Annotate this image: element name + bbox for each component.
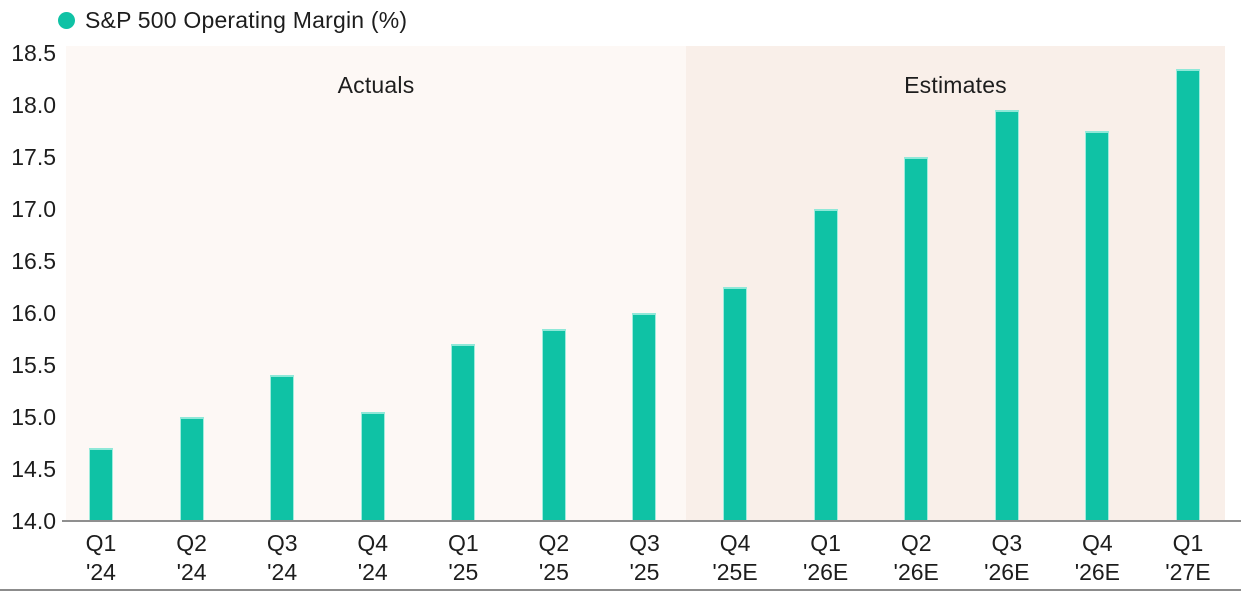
y-axis-label: 14.0 — [11, 508, 56, 534]
x-axis-label-line: Q4 — [719, 530, 751, 556]
bar-q3--25 — [632, 313, 657, 521]
legend-label: S&P 500 Operating Margin (%) — [85, 7, 408, 33]
bar-q2--26e — [904, 157, 929, 521]
x-axis-label-line: '25 — [538, 559, 569, 585]
x-axis-label-line: Q4 — [1082, 530, 1113, 556]
bar-q2--25 — [541, 328, 566, 521]
y-axis-label: 16.0 — [11, 300, 56, 326]
bar-q3--24 — [270, 375, 295, 521]
x-axis-label: Q2 '26E — [861, 529, 971, 587]
bar-q1--27e — [1175, 68, 1200, 521]
x-axis-label: Q3'24 — [227, 529, 337, 587]
x-axis-label: Q3'25 — [589, 529, 699, 587]
bar-q3--26e — [994, 110, 1019, 521]
x-axis-label: Q1 '27E — [1133, 529, 1241, 587]
x-axis-label-line: Q3 — [991, 530, 1023, 556]
estimates-region: Estimates — [686, 46, 1225, 521]
x-axis-line — [62, 520, 1241, 522]
y-axis-label: 15.5 — [11, 352, 56, 378]
y-axis-label: 18.0 — [11, 92, 56, 118]
y-axis-label: 16.5 — [11, 248, 56, 274]
x-axis-label: Q1 '26E — [771, 529, 881, 587]
bar-q4--26e — [1085, 131, 1110, 521]
x-axis-label: Q4 '26E — [1042, 529, 1152, 587]
estimates-region-label: Estimates — [904, 72, 1007, 98]
y-axis-label: 18.5 — [11, 40, 56, 66]
legend-marker-icon — [58, 12, 75, 29]
x-axis-label-line: Q3 — [266, 530, 298, 556]
x-axis-label-line: '26E — [802, 559, 849, 585]
actuals-region-label: Actuals — [337, 72, 415, 98]
x-axis-label-line: Q2 — [538, 530, 570, 556]
x-axis-label-line: Q1 — [85, 530, 117, 556]
x-axis-label: Q2'24 — [137, 529, 247, 587]
x-axis-label: Q2'25 — [499, 529, 609, 587]
x-axis-label-line: Q1 — [810, 530, 841, 556]
x-axis-label: Q4'24 — [318, 529, 428, 587]
x-axis-label-line: Q1 — [1172, 530, 1204, 556]
x-axis-label-line: '26E — [1074, 559, 1121, 585]
bar-q1--25 — [451, 344, 476, 521]
x-axis-label-line: Q1 — [447, 530, 479, 556]
x-axis-label-line: '27E — [1165, 559, 1211, 585]
x-axis-label-line: Q2 — [176, 530, 207, 556]
x-axis-label: Q1'25 — [408, 529, 518, 587]
x-axis-label: Q4 '25E — [680, 529, 790, 587]
bar-q1--24 — [89, 448, 113, 521]
y-axis-label: 17.0 — [11, 196, 56, 222]
y-axis-label: 15.0 — [11, 404, 56, 430]
bar-q1--26e — [813, 209, 838, 521]
x-axis-label-line: '25E — [712, 559, 758, 585]
x-axis-label-line: '26E — [893, 559, 939, 585]
x-axis-label-line: '24 — [267, 559, 298, 585]
x-axis-label-line: '25 — [448, 559, 479, 585]
x-axis-label-line: '26E — [984, 559, 1030, 585]
x-axis-label-line: '25 — [629, 559, 660, 585]
y-axis-label: 17.5 — [11, 144, 56, 170]
bar-q4--24 — [360, 411, 385, 521]
x-axis-label-line: Q2 — [900, 530, 932, 556]
x-axis-label: Q1'24 — [46, 529, 156, 587]
x-axis-label-line: Q4 — [357, 530, 389, 556]
x-axis-label-line: Q3 — [629, 530, 660, 556]
bar-q4--25e — [723, 287, 748, 521]
plot-area: Actuals Estimates — [66, 46, 1225, 521]
bar-q2--24 — [179, 417, 204, 521]
x-axis-label-line: '24 — [357, 559, 388, 585]
x-axis-label-line: '24 — [176, 559, 207, 585]
x-axis-label-line: '24 — [86, 559, 116, 585]
y-axis-label: 14.5 — [11, 456, 56, 482]
bottom-border — [0, 589, 1241, 591]
x-axis-label: Q3 '26E — [952, 529, 1062, 587]
chart-legend: S&P 500 Operating Margin (%) — [58, 7, 407, 34]
